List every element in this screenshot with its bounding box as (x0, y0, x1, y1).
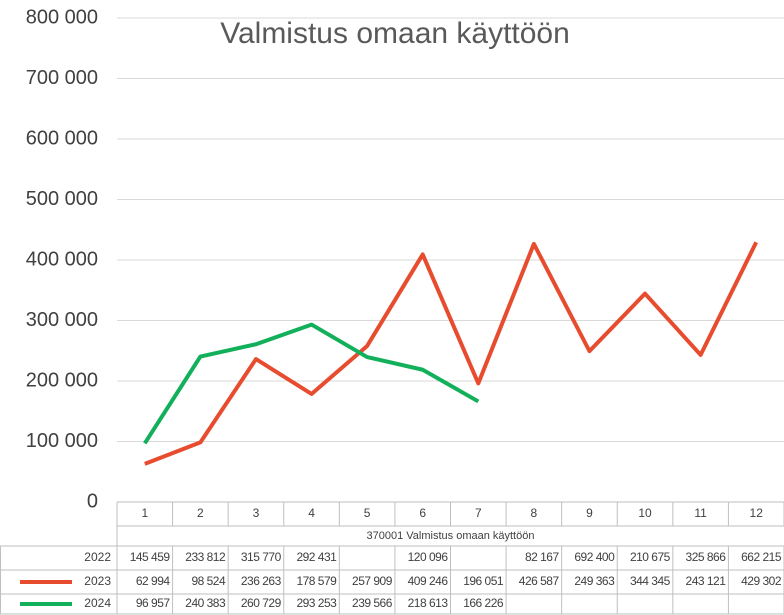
y-tick-label: 500 000 (26, 188, 98, 210)
table-cell: 166 226 (463, 596, 504, 610)
x-tick-label: 8 (531, 506, 538, 520)
table-cell: 233 812 (185, 550, 226, 564)
table-cell: 218 613 (408, 596, 449, 610)
x-tick-label: 3 (253, 506, 260, 520)
table-cell: 409 246 (408, 574, 449, 588)
table-cell: 98 524 (191, 574, 226, 588)
y-tick-label: 400 000 (26, 248, 98, 270)
x-tick-label: 1 (141, 506, 148, 520)
table-cell: 257 909 (352, 574, 393, 588)
legend-label: 2022 (84, 550, 111, 564)
x-tick-label: 6 (419, 506, 426, 520)
x-tick-label: 5 (364, 506, 371, 520)
table-cell: 429 302 (741, 574, 782, 588)
table-cell: 178 579 (296, 574, 337, 588)
y-tick-label: 300 000 (26, 309, 98, 331)
x-tick-label: 2 (197, 506, 204, 520)
y-tick-label: 100 000 (26, 430, 98, 452)
chart-title: Valmistus omaan käyttöön (220, 17, 570, 50)
table-cell: 240 383 (185, 596, 226, 610)
table-cell: 96 957 (136, 596, 171, 610)
y-tick-label: 700 000 (26, 67, 98, 89)
table-cell: 62 994 (136, 574, 171, 588)
table-cell: 145 459 (130, 550, 171, 564)
x-tick-label: 4 (308, 506, 315, 520)
table-cell: 196 051 (463, 574, 504, 588)
line-series (144, 241, 759, 466)
line-series (143, 322, 480, 445)
table-cell: 292 431 (296, 550, 337, 564)
table-cell: 325 866 (686, 550, 727, 564)
y-tick-label: 600 000 (26, 127, 98, 149)
table-cell: 82 167 (525, 550, 560, 564)
table-cell: 315 770 (241, 550, 282, 564)
x-tick-label: 11 (694, 506, 707, 520)
y-tick-label: 800 000 (26, 6, 98, 28)
table-cell: 243 121 (686, 574, 727, 588)
table-cell: 692 400 (574, 550, 615, 564)
legend-label: 2024 (84, 596, 111, 610)
x-tick-label: 9 (586, 506, 593, 520)
table-cell: 249 363 (574, 574, 615, 588)
x-tick-label: 7 (475, 506, 482, 520)
table-cell: 293 253 (296, 596, 337, 610)
y-tick-label: 0 (87, 490, 98, 512)
table-cell: 426 587 (519, 574, 560, 588)
table-cell: 344 345 (630, 574, 671, 588)
x-axis-title: 370001 Valmistus omaan käyttöön (367, 530, 535, 542)
table-cell: 260 729 (241, 596, 282, 610)
table-cell: 120 096 (408, 550, 449, 564)
table-cell: 236 263 (241, 574, 282, 588)
y-tick-label: 200 000 (26, 369, 98, 391)
table-cell: 662 215 (741, 550, 782, 564)
table-cell: 239 566 (352, 596, 393, 610)
table-cell: 210 675 (630, 550, 671, 564)
x-tick-label: 12 (750, 506, 764, 520)
legend-label: 2023 (84, 574, 111, 588)
x-tick-label: 10 (638, 506, 652, 520)
